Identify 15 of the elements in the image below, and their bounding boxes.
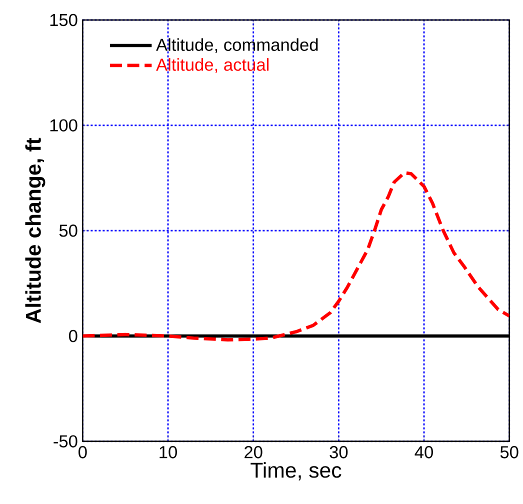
y-axis-title: Altitude change, ft — [25, 138, 46, 324]
y-tick-label: 0 — [68, 330, 78, 342]
y-tick-label: 100 — [50, 119, 78, 132]
legend-label: Altitude, actual — [156, 58, 269, 73]
legend-label: Altitude, commanded — [156, 38, 318, 54]
x-tick-label: 50 — [500, 446, 518, 458]
x-tick-label: 40 — [414, 446, 433, 458]
x-tick-label: 30 — [330, 446, 348, 458]
x-tick-label: 20 — [244, 446, 262, 458]
y-tick-label: 50 — [59, 224, 78, 237]
x-tick-label: 10 — [160, 446, 177, 458]
x-tick-label: 0 — [78, 446, 87, 458]
y-tick-label: 150 — [50, 14, 78, 26]
y-tick-label: -50 — [54, 435, 78, 448]
x-axis-title: Time, sec — [250, 462, 342, 480]
